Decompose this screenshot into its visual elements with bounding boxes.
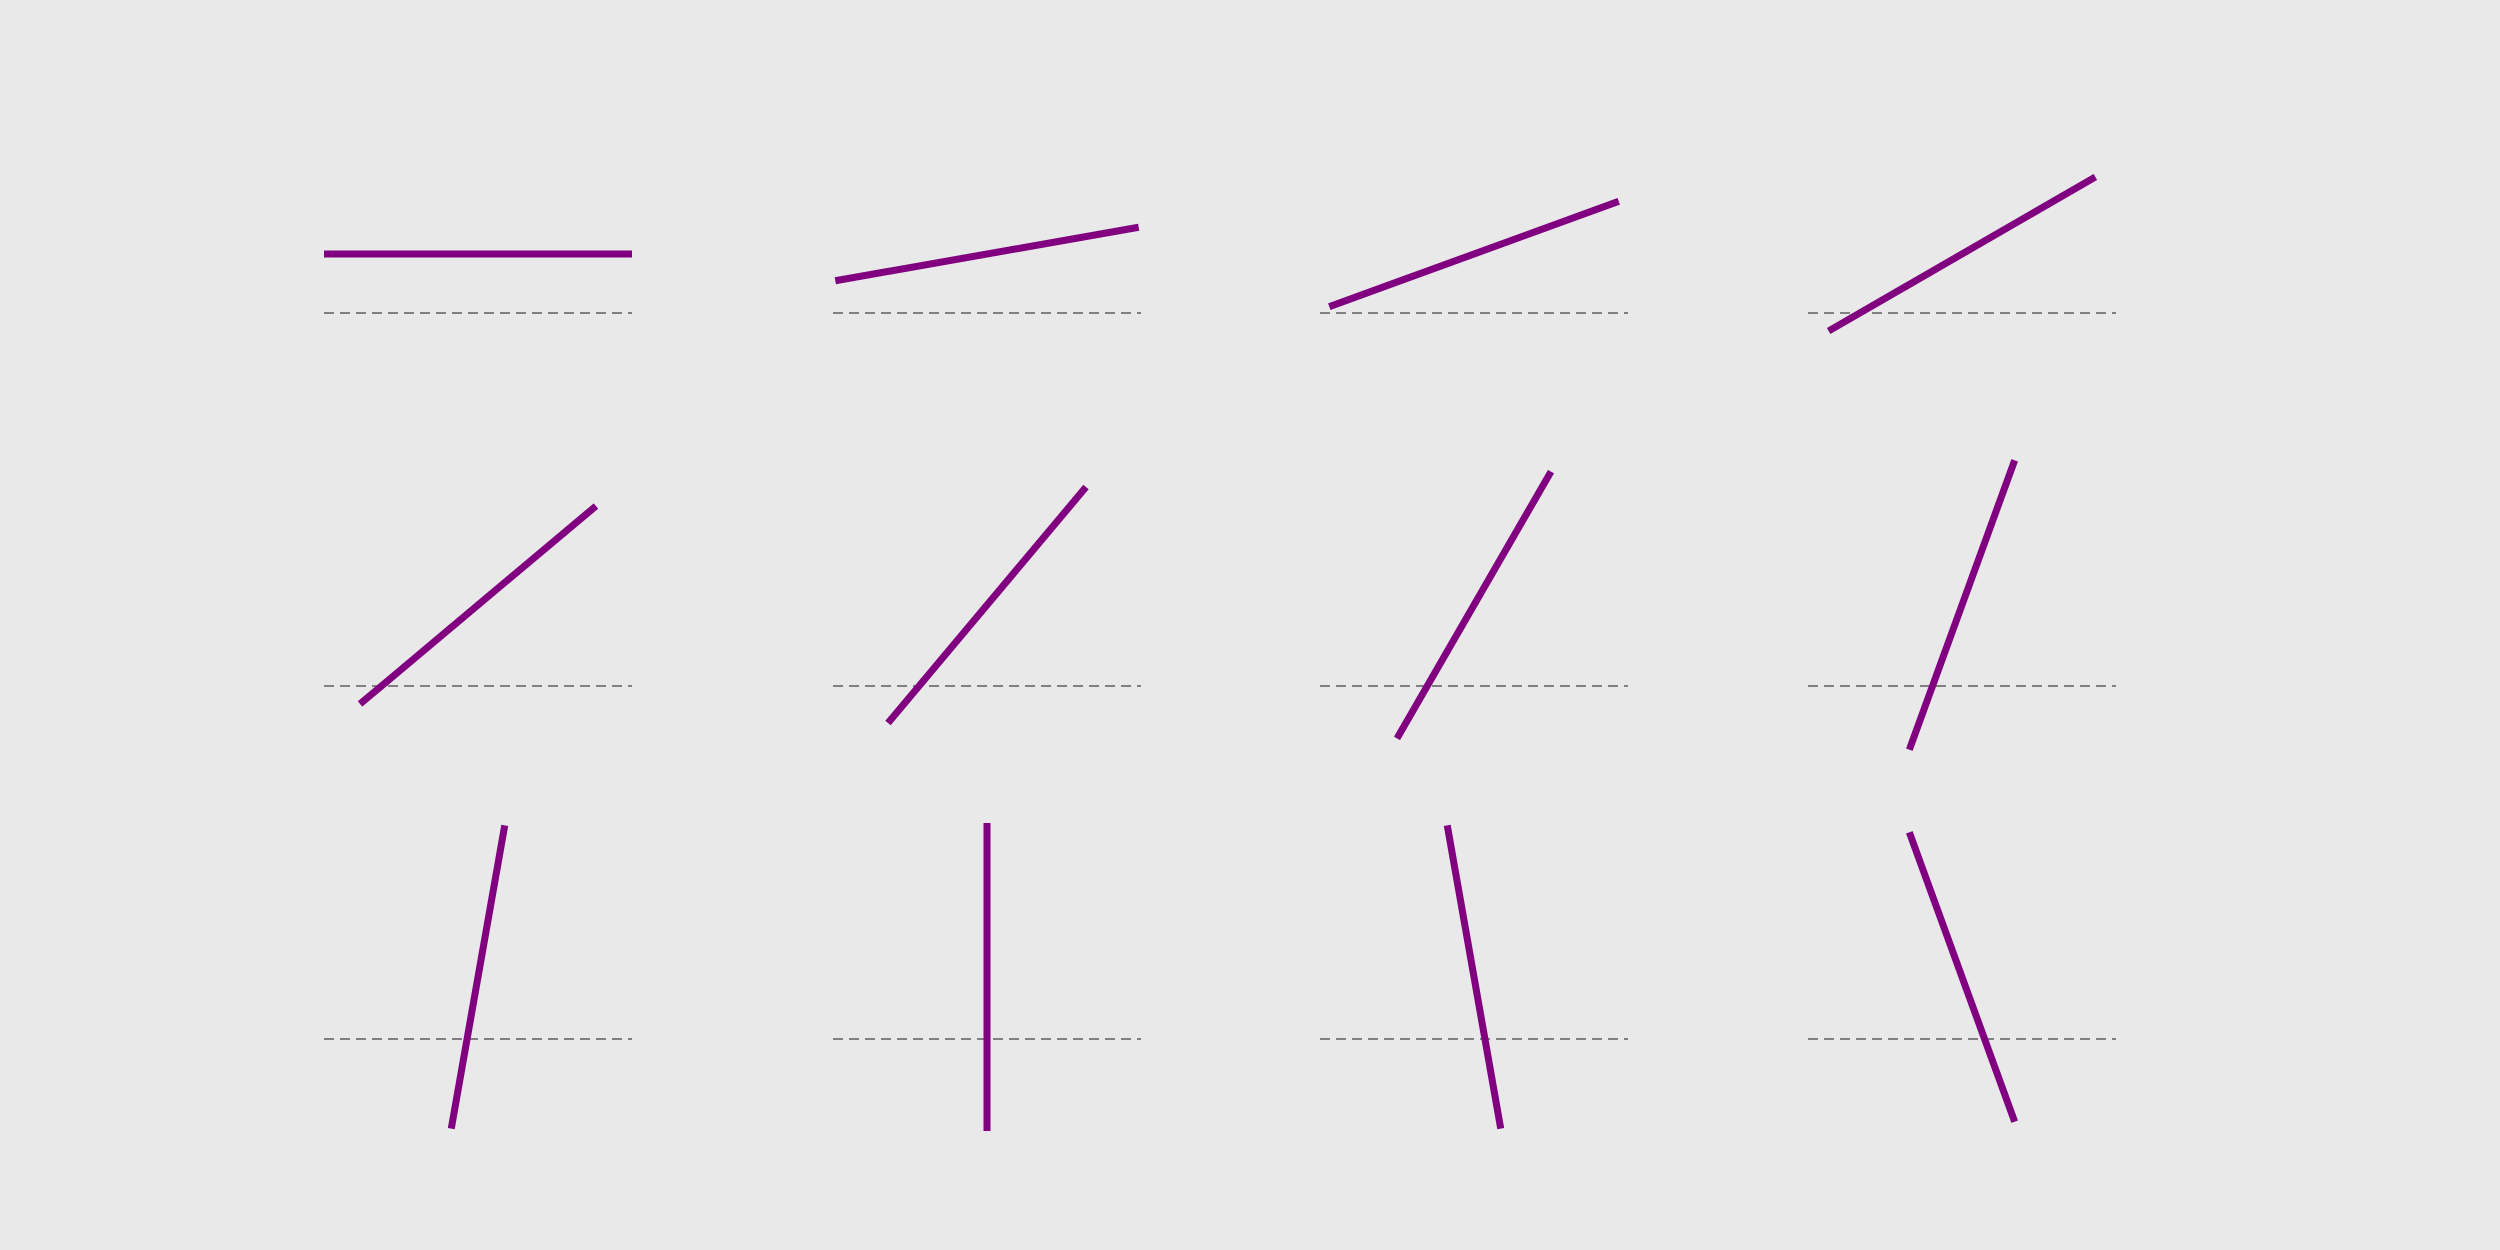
panel-3 (1320, 198, 1628, 314)
rotated-segment (357, 503, 599, 707)
rotated-segment (885, 484, 1089, 726)
rotated-segment (1328, 198, 1620, 310)
panel-2 (833, 223, 1141, 314)
panel-11 (1320, 824, 1628, 1130)
panel-5 (324, 503, 632, 707)
panel-8 (1808, 459, 2116, 751)
panel-12 (1808, 831, 2116, 1123)
panel-7 (1320, 469, 1628, 741)
rotated-segment (1393, 469, 1555, 741)
rotated-segment (1826, 173, 2098, 335)
rotated-segment (1443, 824, 1505, 1130)
rotated-segment (1906, 459, 2018, 751)
panel-1 (324, 250, 632, 314)
rotated-segment (447, 824, 509, 1130)
rotated-segment (834, 223, 1140, 285)
panel-10 (833, 823, 1141, 1131)
panel-9 (324, 824, 632, 1130)
rotated-segment (1906, 831, 2018, 1123)
panel-6 (833, 484, 1141, 726)
panel-4 (1808, 173, 2116, 335)
